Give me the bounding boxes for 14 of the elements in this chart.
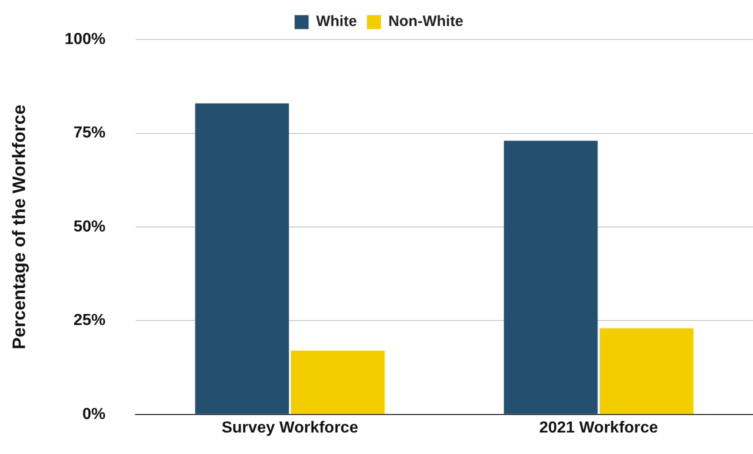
legend-label: White	[316, 13, 357, 30]
y-tick-label: 50%	[73, 218, 106, 236]
bar	[290, 350, 385, 414]
bar	[504, 140, 598, 414]
bar	[600, 328, 694, 414]
y-tick-label: 75%	[73, 124, 106, 142]
x-tick-label: 2021 Workforce	[539, 419, 658, 436]
y-tick-label: 0%	[82, 406, 106, 423]
y-axis-title: Percentage of the Workforce	[8, 104, 29, 350]
legend-label: Non-White	[388, 13, 464, 30]
y-tick-label: 100%	[64, 31, 106, 48]
bar	[195, 103, 289, 414]
x-tick-label: Survey Workforce	[222, 419, 358, 436]
y-tick-label: 25%	[73, 312, 106, 330]
